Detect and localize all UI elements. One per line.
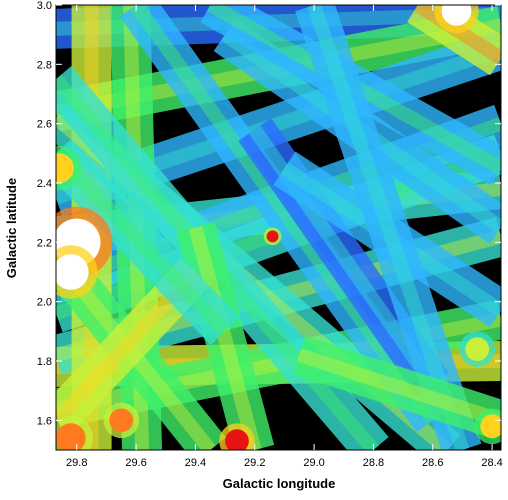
x-axis-label: Galactic longitude <box>223 476 336 491</box>
survey-stripe <box>56 139 240 346</box>
y-tick-label: 1.8 <box>37 356 52 368</box>
x-tick-label: 29.0 <box>303 457 324 469</box>
x-tick-label: 28.8 <box>363 457 384 469</box>
y-tick-label: 2.8 <box>37 59 52 71</box>
survey-stripe <box>119 5 450 432</box>
y-tick-label: 3.0 <box>37 0 52 12</box>
survey-stripe <box>293 336 501 440</box>
survey-stripe <box>295 5 482 450</box>
y-tick-label: 2.4 <box>37 178 52 190</box>
hotspot <box>56 423 86 450</box>
survey-stripe-core <box>297 348 501 427</box>
survey-stripe-core <box>307 5 470 450</box>
survey-stripe-core <box>130 5 439 425</box>
y-axis-ticks: 1.6 1.8 2.0 2.2 2.4 2.6 2.8 3.0 <box>37 0 501 427</box>
hotspot <box>441 5 472 26</box>
survey-stripe <box>176 222 275 450</box>
y-axis-label: Galactic latitude <box>4 178 19 278</box>
x-axis-ticks: 29.8 29.6 29.4 29.2 29.0 28.8 28.6 28.4 <box>66 5 503 469</box>
plot-frame <box>55 4 502 451</box>
hotspot <box>465 337 490 361</box>
hotspot <box>266 230 279 243</box>
survey-stripe-core <box>56 148 231 337</box>
x-tick-label: 29.8 <box>66 457 87 469</box>
hotspot <box>56 153 74 183</box>
hotspot <box>225 429 249 450</box>
y-tick-label: 2.2 <box>37 237 52 249</box>
hotspot <box>56 254 89 290</box>
x-tick-label: 28.4 <box>481 457 502 469</box>
y-tick-label: 2.6 <box>37 119 52 131</box>
hotspots-layer <box>56 5 501 450</box>
x-tick-label: 29.4 <box>185 457 206 469</box>
survey-stripe-core <box>188 225 262 450</box>
hotspot <box>109 408 134 433</box>
x-tick-label: 28.6 <box>422 457 443 469</box>
x-tick-label: 29.2 <box>244 457 265 469</box>
x-tick-label: 29.6 <box>125 457 146 469</box>
y-tick-label: 2.0 <box>37 297 52 309</box>
y-tick-label: 1.6 <box>37 415 52 427</box>
hotspot <box>480 414 501 439</box>
